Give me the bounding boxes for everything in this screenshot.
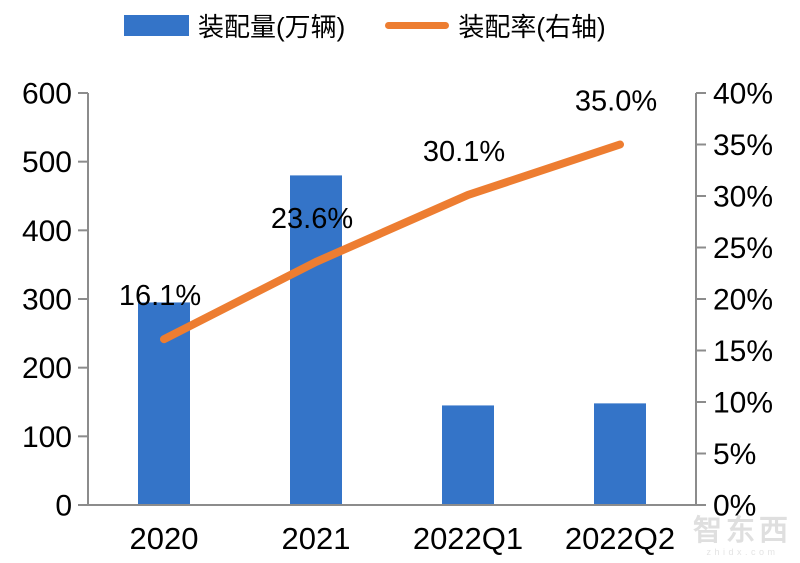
bar-2022Q2 [594,403,646,505]
point-label-2021: 23.6% [271,203,353,235]
legend-bar-label: 装配量(万辆) [198,11,346,42]
legend-line-swatch [385,21,450,29]
right-axis-tick-label: 10% [713,387,773,420]
watermark-domain: zhidx.com [706,547,779,557]
watermark-logo: 智东西 zhidx.com [693,517,792,557]
right-axis-tick-label: 40% [713,78,773,111]
right-axis-tick-label: 35% [713,129,773,162]
left-axis-tick-label: 200 [22,352,72,385]
bar-2022Q1 [442,405,494,505]
right-axis-tick-label: 30% [713,181,773,214]
bar-2021 [290,175,342,505]
left-axis-tick-label: 100 [22,421,72,454]
point-label-2022Q2: 35.0% [575,86,657,118]
right-axis-tick-label: 5% [713,438,756,471]
chart-legend: 装配量(万辆) 装配率(右轴) [124,5,606,45]
trend-line [160,140,624,344]
legend-bar-swatch [124,14,189,36]
point-label-2022Q1: 30.1% [423,136,505,168]
left-axis-tick-label: 400 [22,215,72,248]
right-axis-tick-label: 15% [713,335,773,368]
legend-line-label: 装配率(右轴) [458,11,606,42]
x-axis-label-2022Q2: 2022Q2 [565,521,675,556]
watermark-text: 智东西 [692,515,792,547]
left-axis-tick-label: 300 [22,284,72,317]
left-axis-tick-label: 600 [22,78,72,111]
point-label-2020: 16.1% [119,280,201,312]
right-axis-tick-label: 20% [713,284,773,317]
right-axis-tick-label: 0% [713,490,756,523]
left-axis-tick-label: 0 [55,490,72,523]
x-axis-label-2022Q1: 2022Q1 [413,521,523,556]
left-axis-tick-label: 500 [22,146,72,179]
x-axis-label-2020: 2020 [130,521,199,556]
x-axis-label-2021: 2021 [282,521,351,556]
right-axis-tick-label: 25% [713,232,773,265]
